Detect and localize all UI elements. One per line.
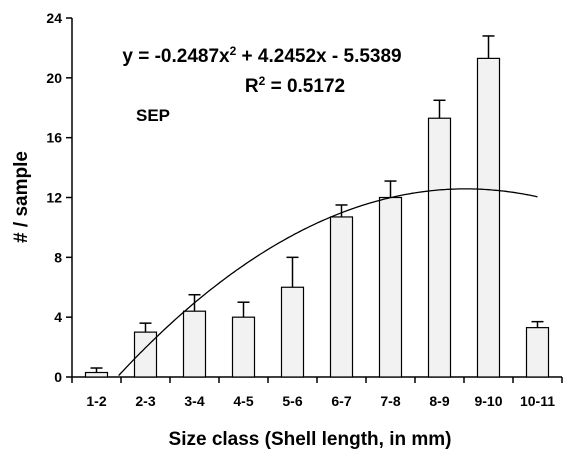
x-tick-label: 8-9 [429,393,449,409]
bar [427,117,452,378]
r2-part: = 0.5172 [265,76,345,97]
trendline [118,188,538,377]
x-tick-label: 9-10 [474,393,502,409]
bar [476,57,501,378]
y-axis-label: # / sample [11,151,32,243]
x-tick-label: 5-6 [282,393,302,409]
x-tick-label: 1-2 [86,393,106,409]
x-tick-label: 2-3 [135,393,155,409]
equation-part: + 4.2452x - 5.5389 [236,46,401,67]
bar [231,316,256,378]
equation-sup: 2 [230,44,237,58]
y-tick-label: 4 [54,309,62,325]
x-tick-label: 7-8 [380,393,400,409]
y-tick-label: 0 [54,369,62,385]
r2-part: R [245,76,259,97]
y-tick-label: 20 [46,70,62,86]
x-tick-label: 6-7 [331,393,351,409]
y-tick-label: 16 [46,130,62,146]
x-tick-label: 4-5 [233,393,253,409]
bar [182,310,207,378]
r-squared: R2 = 0.5172 [245,74,345,97]
r2-sup: 2 [259,74,266,88]
x-tick-label: 3-4 [184,393,204,409]
y-tick-label: 24 [46,10,62,26]
x-tick-label: 10-11 [520,393,555,409]
y-tick-label: 12 [46,190,62,206]
annotation: SEP [136,106,170,125]
bar [329,216,354,378]
x-axis-label: Size class (Shell length, in mm) [169,429,452,450]
equation-part: y = -0.2487x [122,46,230,67]
bar [280,286,305,378]
bar [525,327,550,378]
trend-equation: y = -0.2487x2 + 4.2452x - 5.5389 [122,44,401,67]
bar [84,371,109,378]
bar [378,196,403,378]
y-tick-label: 8 [54,249,62,265]
bar [133,331,158,378]
